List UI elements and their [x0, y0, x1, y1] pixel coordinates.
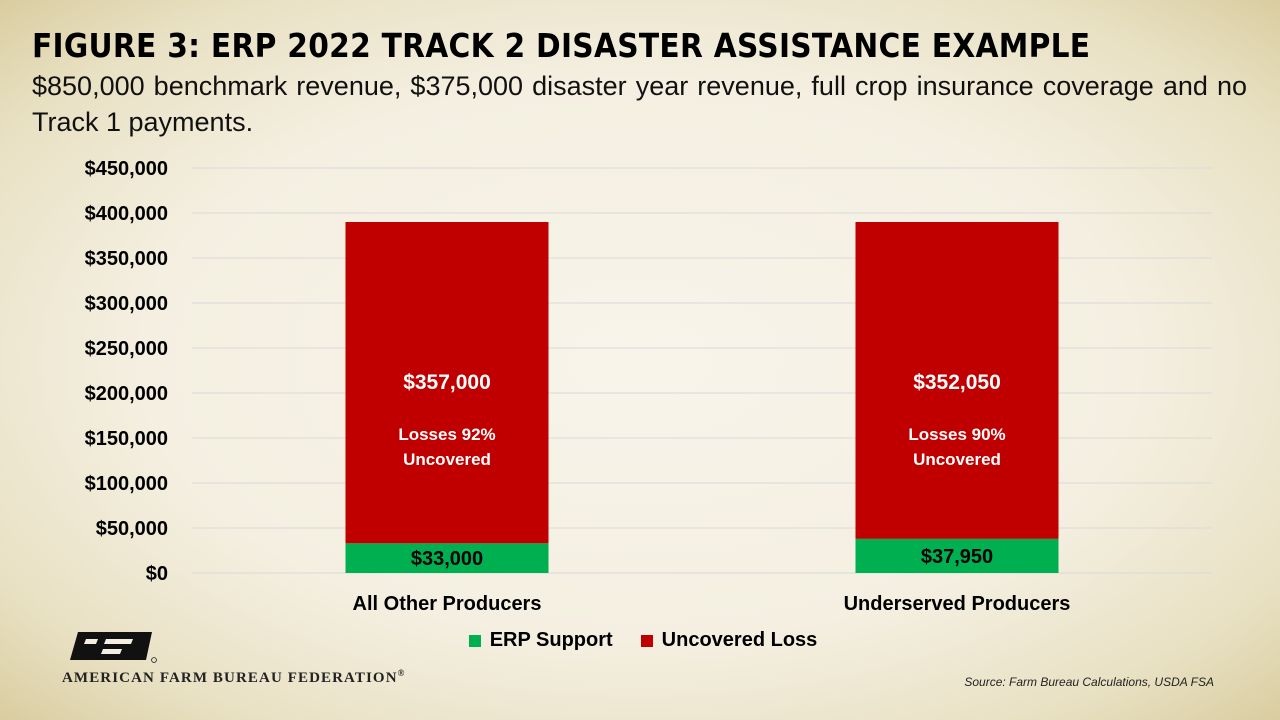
organization-name-text: AMERICAN FARM BUREAU FEDERATION [62, 670, 398, 686]
legend-item-uncovered-loss: Uncovered Loss [640, 629, 818, 652]
data-label: $352,050 [913, 371, 1001, 394]
y-tick-label: $200,000 [85, 383, 168, 405]
annotation: Uncovered [913, 450, 1001, 469]
x-category-label: Underserved Producers [844, 593, 1071, 615]
chart-title: FIGURE 3: ERP 2022 TRACK 2 DISASTER ASSI… [32, 26, 1091, 65]
chart-legend: ERP Support Uncovered Loss [0, 629, 1280, 652]
organization-name: AMERICAN FARM BUREAU FEDERATION® [62, 668, 405, 687]
data-label: $33,000 [411, 548, 483, 570]
legend-item-erp-support: ERP Support [468, 629, 613, 652]
y-tick-label: $400,000 [85, 203, 168, 225]
y-tick-label: $100,000 [85, 473, 168, 495]
annotation: Uncovered [403, 450, 491, 469]
x-category-label: All Other Producers [353, 593, 542, 615]
registered-mark: ® [397, 668, 406, 678]
y-tick-label: $450,000 [85, 158, 168, 180]
y-tick-label: $350,000 [85, 248, 168, 270]
annotation: Losses 90% [908, 425, 1005, 444]
legend-label-erp-support: ERP Support [489, 629, 613, 651]
y-tick-label: $150,000 [85, 428, 168, 450]
stacked-bar-chart: $0 $50,000 $100,000 $150,000 $200,000 $250,00… [85, 158, 1212, 615]
farm-bureau-logo [70, 632, 157, 663]
source-note: Source: Farm Bureau Calculations, USDA F… [964, 675, 1214, 689]
chart-subtitle: $850,000 benchmark revenue, $375,000 dis… [32, 71, 1247, 137]
y-tick-label: $0 [146, 563, 168, 585]
legend-label-uncovered-loss: Uncovered Loss [661, 629, 818, 651]
bar-segment [855, 222, 1059, 539]
bar-segment [855, 538, 1059, 573]
y-tick-label: $300,000 [85, 293, 168, 315]
bar-segment [345, 222, 549, 544]
data-label: $357,000 [403, 371, 491, 394]
y-tick-label: $250,000 [85, 338, 168, 360]
data-label: $37,950 [921, 546, 993, 568]
y-tick-label: $50,000 [96, 518, 168, 540]
bar-segment [345, 543, 549, 573]
legend-swatch-erp-support [468, 634, 481, 647]
annotation: Losses 92% [398, 425, 495, 444]
legend-swatch-uncovered-loss [640, 634, 653, 647]
